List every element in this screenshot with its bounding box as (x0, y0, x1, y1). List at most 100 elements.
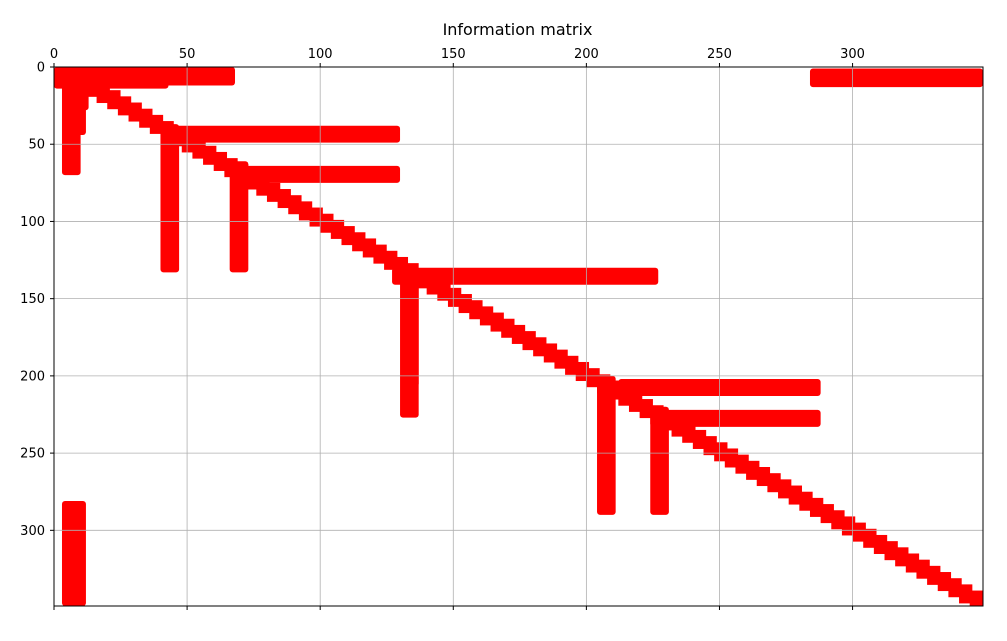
y-tick-label: 200 (20, 369, 45, 384)
diagonal-cell (384, 263, 419, 270)
diagonal-cell (916, 572, 952, 579)
diagonal-cell (309, 219, 345, 227)
diagonal-cell (171, 139, 206, 147)
diagonal-cell (298, 213, 334, 221)
diagonal-cell (969, 602, 983, 607)
matrix-block (61, 67, 81, 176)
diagonal-cell (117, 108, 153, 116)
diagonal-cell (788, 497, 824, 505)
matrix-block (61, 76, 169, 89)
diagonal-cell (628, 405, 664, 412)
diagonal-cell (863, 541, 898, 548)
chart-title: Information matrix (443, 20, 593, 39)
x-tick-label: 250 (707, 47, 732, 62)
diagonal-cell (192, 151, 228, 159)
y-tick-label: 50 (28, 138, 45, 153)
diagonal-cell (905, 565, 941, 573)
diagonal-cell (181, 145, 217, 153)
diagonal-cell (852, 534, 888, 542)
matrix-block (229, 161, 249, 273)
diagonal-cell (543, 355, 579, 363)
y-tick-label: 0 (37, 61, 45, 76)
diagonal-cell (352, 244, 387, 252)
diagonal-cell (565, 368, 600, 375)
diagonal-cell (927, 578, 962, 585)
diagonal-cell (937, 584, 973, 592)
diagonal-cell (469, 312, 504, 320)
diagonal-cell (703, 448, 739, 456)
diagonal-cell (416, 281, 451, 289)
matrix-block (173, 125, 401, 143)
diagonal-cell (341, 238, 377, 246)
diagonal-cell (841, 528, 877, 536)
diagonal-cell (256, 189, 291, 196)
diagonal-cell (692, 442, 728, 449)
y-tick-label: 250 (20, 447, 45, 462)
matrix-block (61, 500, 86, 606)
diagonal-cell (575, 374, 611, 382)
y-tick-label: 300 (20, 524, 45, 539)
diagonal-cell (873, 547, 909, 554)
diagonal-cell (458, 306, 494, 314)
diagonal-cell (959, 596, 983, 604)
diagonal-cell (490, 324, 526, 332)
y-axis: 0 50 100 150 200 250 300 (20, 61, 54, 539)
diagonal-cell (288, 207, 323, 215)
diagonal-cell (618, 399, 653, 406)
matrix-block (597, 375, 616, 515)
diagonal-cell (554, 361, 590, 369)
diagonal-cell (96, 96, 132, 104)
diagonal-cell (948, 590, 983, 598)
diagonal-cell (373, 256, 409, 264)
diagonal-cell (746, 473, 781, 480)
diagonal-cell (724, 460, 760, 468)
diagonal-cell (533, 349, 568, 357)
matrix-block (410, 267, 419, 387)
diagonal-cell (362, 250, 398, 258)
diagonal-cell (607, 392, 643, 400)
matrix-block (650, 406, 669, 515)
matrix-block (160, 124, 180, 273)
diagonal-cell (799, 504, 834, 511)
matrix-block (245, 165, 401, 183)
diagonal-cell (884, 553, 920, 561)
diagonal-cell (426, 287, 462, 295)
diagonal-cell (128, 114, 164, 122)
diagonal-cell (447, 300, 483, 307)
x-tick-label: 100 (308, 47, 333, 62)
diagonal-cell (756, 479, 792, 487)
x-axis: 0 50 100 150 200 250 300 (50, 47, 865, 610)
diagonal-cell (245, 182, 281, 190)
diagonal-cell (522, 343, 558, 351)
diagonal-cell (203, 158, 238, 165)
diagonal-cell (660, 423, 696, 431)
diagonal-cell (501, 331, 536, 338)
matrix-cells (54, 67, 983, 607)
diagonal-cell (895, 559, 930, 567)
diagonal-cell (277, 201, 313, 209)
diagonal-cell (809, 510, 845, 517)
diagonal-cell (437, 294, 472, 301)
diagonal-cell (767, 485, 802, 493)
diagonal-cell (778, 491, 813, 499)
diagonal-cell (330, 232, 366, 239)
diagonal-cell (320, 226, 355, 233)
matrix-block (392, 267, 659, 285)
plot-frame (53, 66, 984, 607)
diagonal-cell (107, 102, 142, 110)
matrix-block (80, 88, 89, 111)
diagonal-cell (266, 195, 302, 202)
diagonal-cell (820, 516, 856, 524)
diagonal-cell (85, 90, 121, 97)
matrix-block (809, 68, 983, 88)
diagonal-cell (479, 318, 515, 326)
x-tick-label: 300 (840, 47, 865, 62)
y-tick-label: 150 (20, 292, 45, 307)
y-tick-label: 100 (20, 215, 45, 230)
diagonal-cell (682, 436, 717, 443)
x-tick-label: 0 (50, 47, 58, 62)
matrix-block (666, 409, 821, 427)
x-tick-label: 200 (574, 47, 599, 62)
diagonal-cell (671, 429, 707, 437)
